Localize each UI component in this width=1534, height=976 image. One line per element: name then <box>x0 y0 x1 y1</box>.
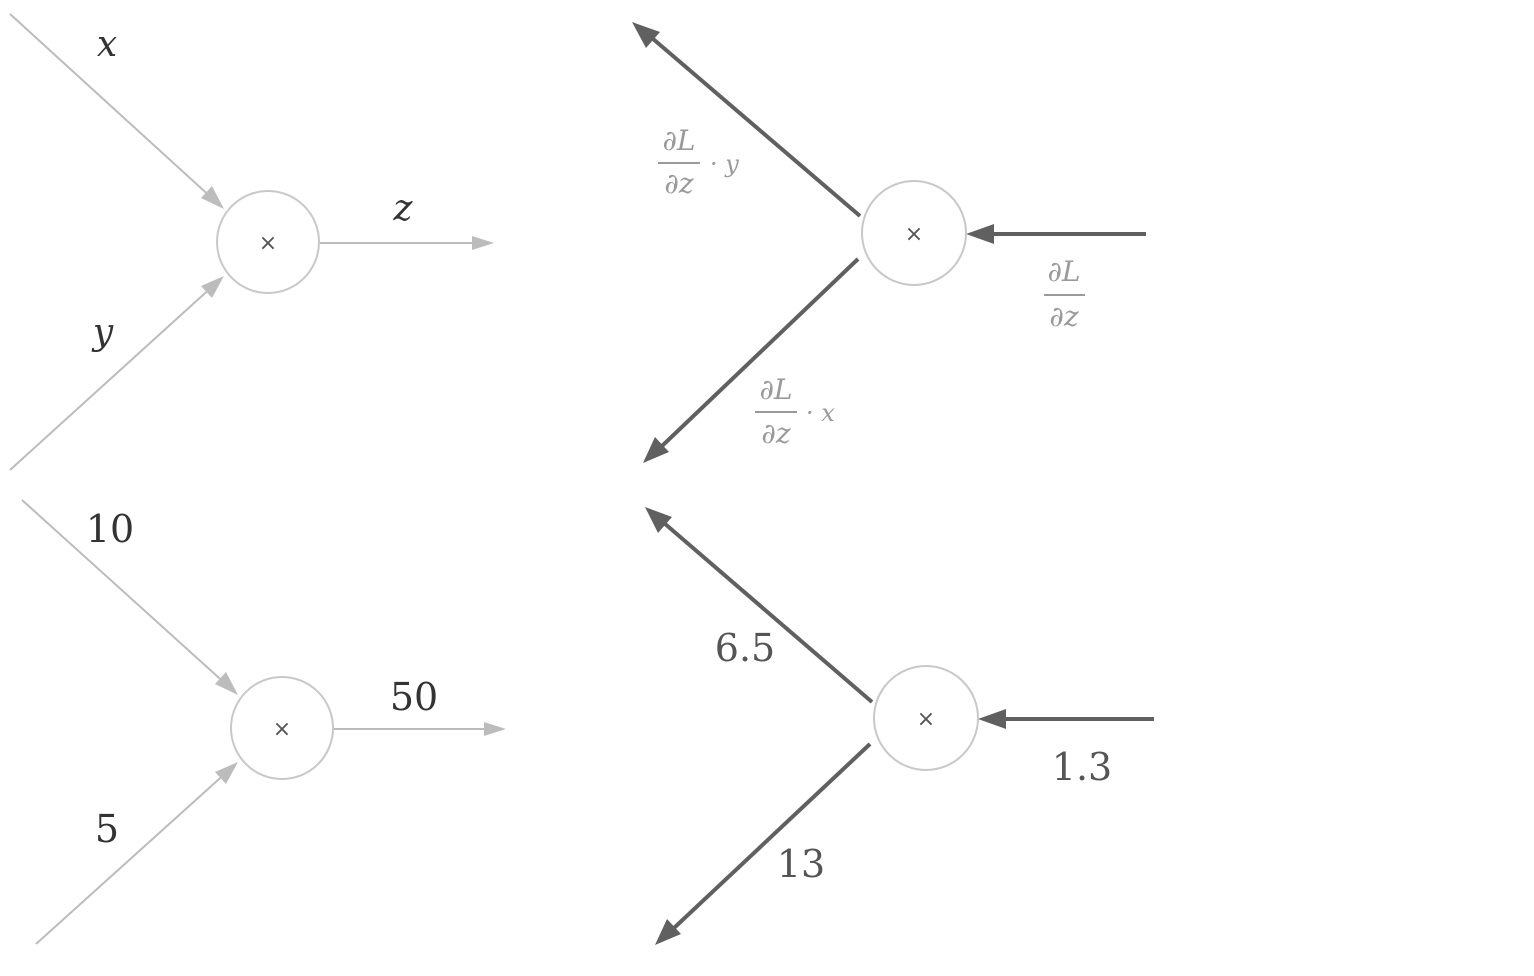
grad-x-label: ∂L ∂z · y <box>658 124 739 200</box>
grad-y-numerator: ∂L <box>759 373 792 406</box>
grad-y-label: ∂L ∂z · x <box>755 373 835 450</box>
grad-x-arrowhead <box>645 507 672 533</box>
forward-symbolic-panel: × x y z <box>9 13 494 471</box>
multiply-node <box>230 676 334 780</box>
upstream-numerator: ∂L <box>1047 255 1080 288</box>
input-y-value: 5 <box>95 807 119 851</box>
input-x-label: x <box>97 24 117 65</box>
output-z-label: z <box>393 188 414 229</box>
multiply-operator: × <box>273 717 291 742</box>
multiply-node <box>216 190 320 294</box>
grad-x-numerator: ∂L <box>662 124 695 157</box>
output-z-arrowhead <box>472 236 494 250</box>
multiply-operator: × <box>917 707 935 732</box>
backward-symbolic-panel: × ∂L ∂z ∂L ∂z · y ∂L ∂z · x <box>632 22 1146 463</box>
grad-x-edge <box>650 36 862 218</box>
grad-x-denominator: ∂z <box>664 167 693 200</box>
input-x-arrowhead <box>215 672 238 695</box>
output-arrowhead <box>484 722 506 736</box>
input-y-label: y <box>91 312 114 353</box>
grad-y-value: 13 <box>777 842 825 886</box>
multiply-node <box>861 180 967 286</box>
input-y-arrowhead <box>201 276 224 298</box>
grad-x-value: 6.5 <box>715 626 775 670</box>
backward-numeric-panel: × 1.3 6.5 13 <box>645 507 1154 945</box>
upstream-gradient-arrowhead <box>966 224 994 244</box>
input-y-edge <box>9 284 215 471</box>
upstream-gradient-value: 1.3 <box>1052 745 1112 789</box>
grad-x-multiplier: · y <box>710 150 739 178</box>
grad-y-arrowhead <box>643 437 669 463</box>
grad-y-arrowhead <box>655 919 681 945</box>
output-value: 50 <box>390 675 438 719</box>
input-y-edge <box>35 770 229 945</box>
grad-y-edge <box>660 257 860 448</box>
upstream-gradient-label: ∂L ∂z <box>1044 255 1085 333</box>
grad-y-edge <box>672 742 872 930</box>
grad-x-edge <box>662 521 874 704</box>
input-x-edge <box>9 13 215 201</box>
upstream-denominator: ∂z <box>1049 300 1078 333</box>
input-x-value: 10 <box>86 507 134 551</box>
upstream-gradient-arrowhead <box>978 709 1006 729</box>
input-y-arrowhead <box>215 762 238 784</box>
forward-numeric-panel: × 10 5 50 <box>21 499 506 945</box>
multiply-node <box>873 665 979 771</box>
input-x-edge <box>21 499 229 687</box>
grad-y-denominator: ∂z <box>761 417 790 450</box>
grad-y-multiplier: · x <box>806 399 835 427</box>
multiply-operator: × <box>905 222 923 247</box>
input-x-arrowhead <box>201 186 224 209</box>
multiply-operator: × <box>259 231 277 256</box>
grad-x-arrowhead <box>632 22 660 48</box>
